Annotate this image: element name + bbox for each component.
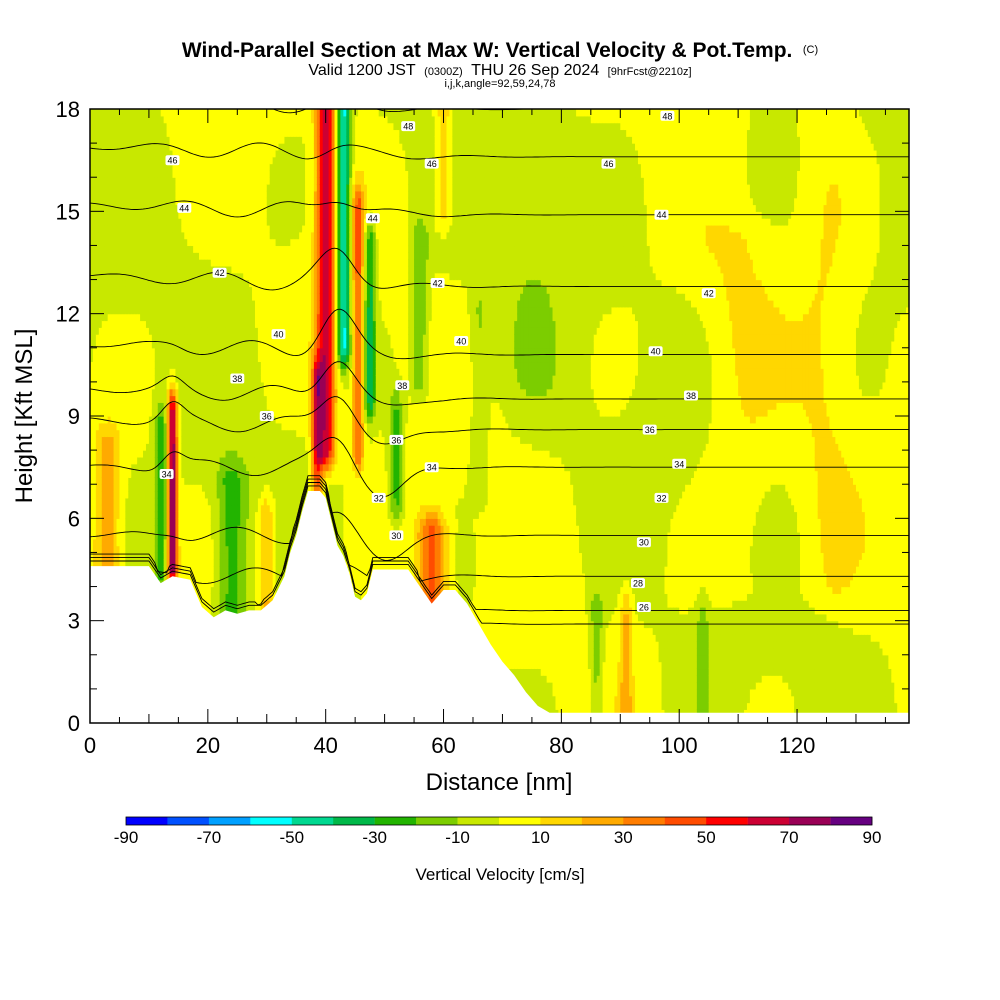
grid-params: i,j,k,angle=92,59,24,78 <box>444 78 555 90</box>
chart-subtitle: Valid 1200 JST (0300Z) THU 26 Sep 2024 [… <box>308 62 691 79</box>
plot-area: 2628303234363840424446483436384042444630… <box>90 95 910 724</box>
chart-title: Wind-Parallel Section at Max W: Vertical… <box>182 39 818 62</box>
